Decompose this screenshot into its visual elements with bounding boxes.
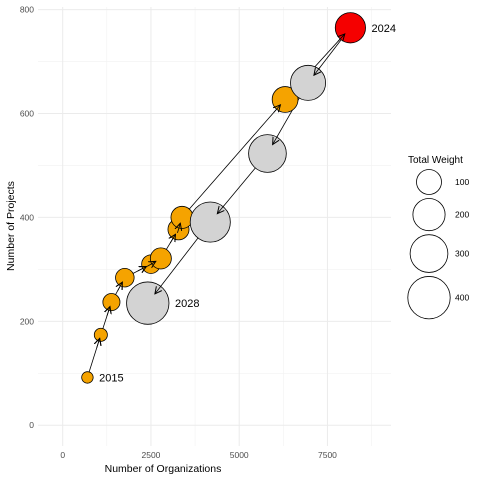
x-tick-label: 2500 bbox=[141, 450, 160, 460]
data-point bbox=[248, 134, 287, 173]
legend-title: Total Weight bbox=[408, 155, 463, 166]
y-tick-label: 600 bbox=[20, 109, 34, 119]
y-tick-label: 800 bbox=[20, 5, 34, 15]
arrow-head bbox=[118, 282, 123, 292]
point-labels: 2015 2024 2028 bbox=[99, 23, 396, 385]
arrow-head bbox=[170, 234, 175, 244]
legend-key-label: 300 bbox=[455, 249, 469, 259]
data-points bbox=[81, 12, 366, 384]
x-axis-title: Number of Organizations bbox=[105, 463, 222, 475]
data-point bbox=[170, 205, 194, 229]
arrow-head bbox=[273, 135, 278, 145]
arrow-head bbox=[217, 205, 223, 214]
legend: Total Weight 100 200 300 400 bbox=[407, 155, 469, 320]
x-tick-label: 5000 bbox=[230, 450, 249, 460]
x-tick-label: 0 bbox=[60, 450, 65, 460]
y-axis-title: Number of Projects bbox=[5, 181, 17, 271]
arrow-head bbox=[314, 67, 320, 75]
arrow-head bbox=[177, 223, 180, 233]
grid bbox=[38, 7, 391, 446]
legend-key-circle bbox=[416, 169, 442, 195]
data-point bbox=[93, 327, 108, 342]
data-point bbox=[115, 267, 135, 288]
data-point bbox=[126, 281, 170, 325]
y-tick-label: 0 bbox=[29, 420, 34, 430]
point-label: 2015 bbox=[99, 372, 123, 384]
axis-ticks: 0 2500 5000 7500 0 200 400 600 800 bbox=[20, 5, 337, 460]
legend-key-circle bbox=[407, 276, 451, 320]
arrow-head bbox=[155, 285, 161, 294]
legend-key-label: 400 bbox=[455, 293, 469, 303]
data-point bbox=[290, 64, 327, 101]
y-tick-label: 400 bbox=[20, 212, 34, 222]
arrow-head bbox=[338, 34, 345, 41]
data-point bbox=[102, 293, 121, 312]
arrow-head bbox=[97, 338, 100, 348]
point-label: 2024 bbox=[372, 23, 396, 35]
data-point bbox=[149, 247, 172, 270]
data-point bbox=[334, 12, 366, 44]
legend-key-circle bbox=[412, 198, 446, 232]
arrow-head bbox=[274, 105, 281, 113]
point-label: 2028 bbox=[175, 298, 199, 310]
arrow-head bbox=[146, 261, 156, 266]
y-tick-label: 200 bbox=[20, 316, 34, 326]
trajectory-segment bbox=[181, 105, 280, 218]
legend-key-circle bbox=[409, 234, 449, 273]
data-point bbox=[189, 201, 231, 243]
legend-key-label: 200 bbox=[455, 210, 469, 220]
arrow-head bbox=[137, 267, 147, 272]
data-point bbox=[81, 371, 94, 384]
arrow-head bbox=[107, 307, 110, 317]
legend-key-label: 100 bbox=[455, 177, 469, 187]
x-tick-label: 7500 bbox=[318, 450, 337, 460]
